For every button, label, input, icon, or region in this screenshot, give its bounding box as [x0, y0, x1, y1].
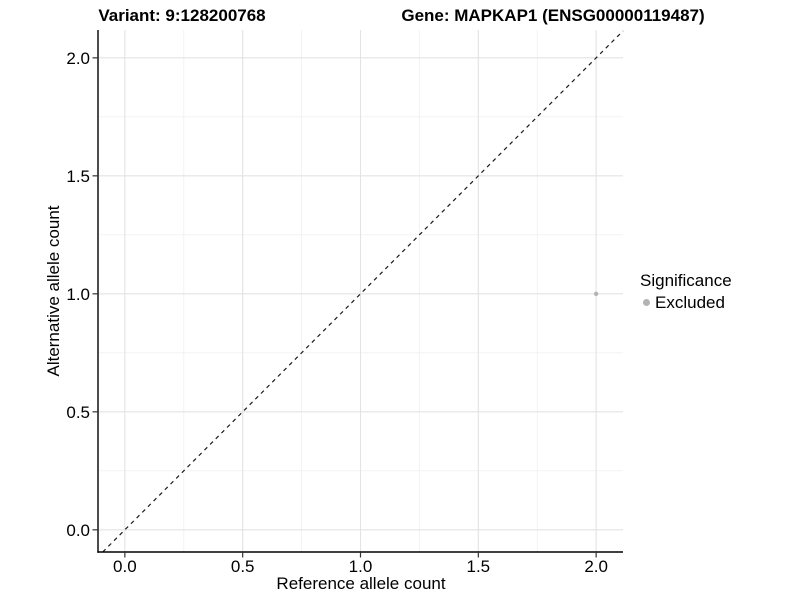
gene-title: Gene: MAPKAP1 (ENSG00000119487)	[401, 6, 705, 25]
x-tick-label: 0.5	[231, 557, 255, 576]
legend-item-excluded: Excluded	[643, 293, 732, 312]
data-point	[593, 291, 599, 297]
y-tick-label: 2.0	[66, 49, 90, 68]
legend: Significance Excluded	[640, 271, 732, 312]
x-tick-label: 1.5	[466, 557, 490, 576]
legend-item-label: Excluded	[655, 293, 725, 312]
excluded-point-icon	[643, 299, 650, 306]
y-tick-label: 0.0	[66, 521, 90, 540]
legend-title: Significance	[640, 271, 732, 290]
y-tick-label: 1.5	[66, 167, 90, 186]
x-tick-label: 0.0	[113, 557, 137, 576]
y-tick-label: 1.0	[66, 285, 90, 304]
variant-title: Variant: 9:128200768	[98, 6, 266, 25]
y-tick-label: 0.5	[66, 403, 90, 422]
x-tick-label: 2.0	[584, 557, 608, 576]
x-axis-title: Reference allele count	[276, 574, 446, 593]
y-axis-title: Alternative allele count	[44, 205, 63, 377]
identity-reference-line	[102, 30, 624, 553]
x-tick-label: 1.0	[349, 557, 373, 576]
